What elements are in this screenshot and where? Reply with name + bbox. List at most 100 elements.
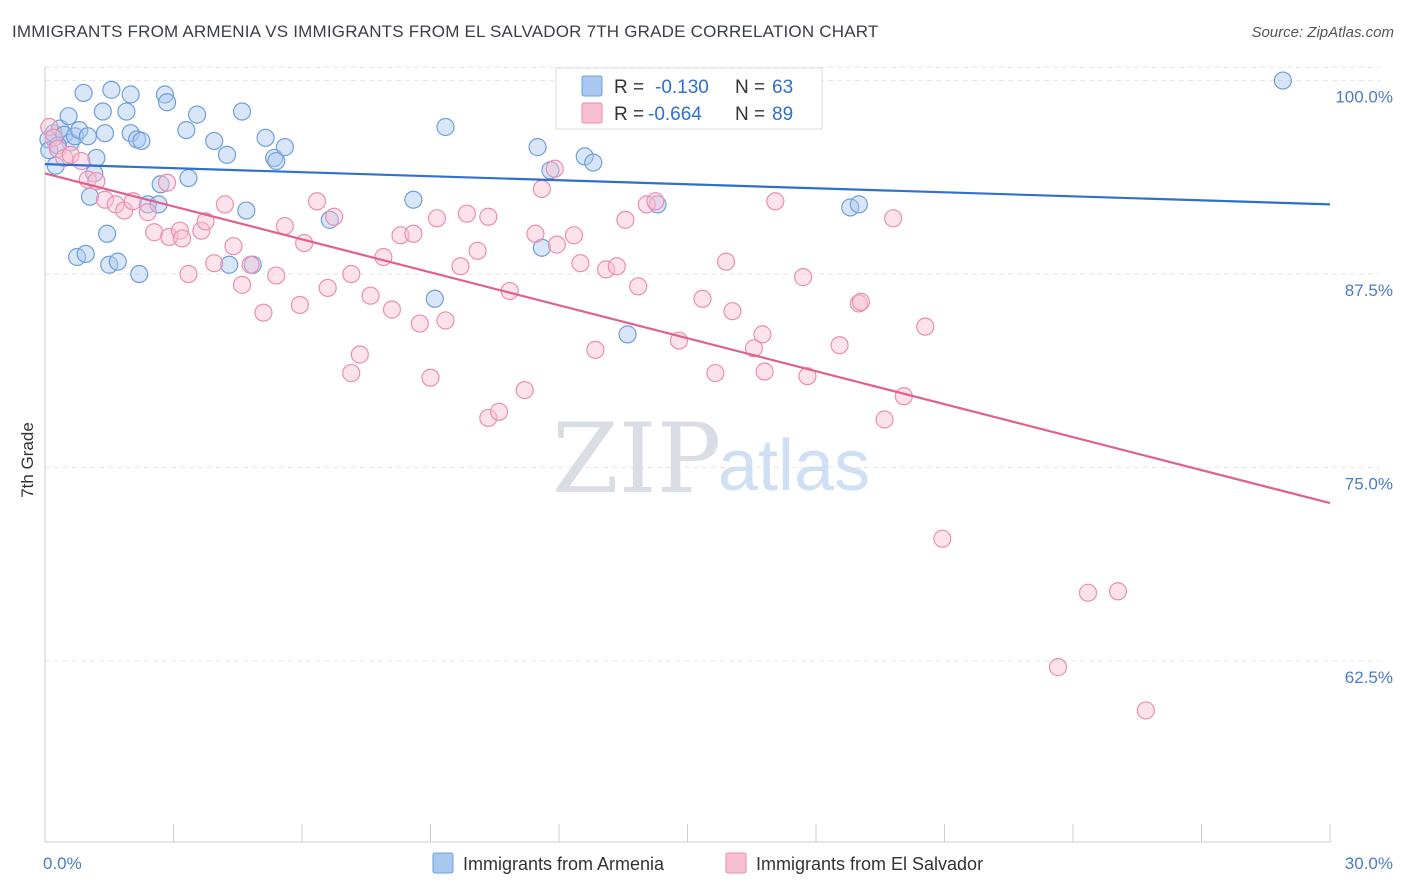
elsalvador-point bbox=[205, 254, 224, 273]
armenia-point bbox=[187, 105, 207, 124]
elsalvador-point bbox=[1136, 701, 1155, 720]
trend-lines bbox=[44, 163, 1331, 505]
armenia-point bbox=[528, 138, 547, 157]
armenia-point bbox=[102, 80, 121, 99]
armenia-point bbox=[1273, 71, 1292, 90]
armenia-swatch bbox=[581, 75, 603, 97]
armenia-point bbox=[80, 187, 100, 206]
legend-elsalvador-swatch bbox=[725, 852, 747, 874]
elsalvador-point bbox=[744, 339, 763, 358]
armenia-point bbox=[98, 224, 117, 243]
elsalvador-point bbox=[830, 336, 849, 355]
armenia-point bbox=[404, 190, 423, 209]
elsalvador-point bbox=[361, 286, 380, 305]
elsalvador-point bbox=[172, 229, 192, 248]
armenia-point bbox=[76, 244, 95, 264]
elsalvador-point bbox=[427, 209, 447, 228]
elsalvador-point bbox=[479, 207, 498, 226]
source-label: Source: ZipAtlas.com bbox=[1251, 24, 1394, 41]
elsalvador-point bbox=[468, 241, 487, 260]
elsalvador-point bbox=[404, 224, 423, 243]
armenia-point bbox=[179, 168, 198, 188]
armenia-point bbox=[237, 201, 256, 220]
elsalvador-point bbox=[61, 145, 80, 164]
watermark: ZIP atlas bbox=[552, 403, 870, 515]
armenia-point bbox=[74, 83, 93, 103]
elsalvador-point bbox=[753, 325, 772, 344]
elsalvador-point bbox=[40, 117, 59, 137]
elsalvador-point bbox=[755, 362, 774, 381]
armenia-n-value: 63 bbox=[772, 77, 793, 98]
legend-elsalvador-label: Immigrants from El Salvador bbox=[756, 854, 983, 874]
armenia-point bbox=[157, 93, 177, 112]
elsalvador-point bbox=[489, 402, 509, 421]
elsalvador-point bbox=[457, 204, 477, 223]
elsalvador-trend-line bbox=[44, 172, 1331, 505]
elsalvador-point bbox=[436, 311, 455, 330]
armenia-point bbox=[121, 85, 140, 104]
elsalvador-point bbox=[179, 264, 198, 284]
elsalvador-point bbox=[224, 237, 243, 256]
elsalvador-point bbox=[547, 235, 566, 254]
elsalvador-point bbox=[532, 179, 551, 199]
elsalvador-point bbox=[138, 203, 157, 222]
elsalvador-point bbox=[241, 255, 260, 274]
elsalvador-point bbox=[451, 257, 470, 276]
elsalvador-point bbox=[254, 303, 273, 322]
elsalvador-point bbox=[794, 268, 813, 287]
chart-title: IMMIGRANTS FROM ARMENIA VS IMMIGRANTS FR… bbox=[12, 22, 879, 41]
elsalvador-point bbox=[232, 275, 252, 294]
elsalvador-swatch bbox=[581, 102, 603, 124]
armenia-point bbox=[117, 102, 136, 121]
y-axis-label: 7th Grade bbox=[18, 422, 37, 498]
elsalvador-point bbox=[571, 254, 590, 273]
elsalvador-point bbox=[723, 302, 742, 321]
elsalvador-point bbox=[72, 151, 91, 171]
x-tick-label: 30.0% bbox=[1345, 854, 1393, 873]
axes bbox=[44, 67, 1331, 843]
armenia-point bbox=[267, 151, 286, 171]
armenia-point bbox=[425, 289, 444, 308]
elsalvador-point bbox=[267, 266, 286, 285]
elsalvador-point bbox=[564, 226, 584, 245]
grid-lines bbox=[45, 66, 1380, 662]
elsalvador-point bbox=[586, 340, 605, 359]
elsalvador-point bbox=[706, 363, 725, 383]
elsalvador-point bbox=[607, 257, 626, 276]
elsalvador-point bbox=[693, 289, 712, 308]
armenia-point bbox=[232, 102, 252, 121]
y-tick-label: 87.5% bbox=[1345, 281, 1393, 300]
elsalvador-point bbox=[479, 408, 498, 428]
elsalvador-point bbox=[616, 210, 635, 229]
armenia-point bbox=[275, 138, 294, 157]
armenia-point bbox=[108, 252, 127, 271]
legend-armenia-label: Immigrants from Armenia bbox=[463, 854, 665, 874]
armenia-point bbox=[618, 325, 637, 344]
armenia-point bbox=[177, 120, 196, 140]
elsalvador-point bbox=[342, 363, 361, 383]
armenia-point bbox=[217, 145, 237, 164]
elsalvador-n-value: 89 bbox=[772, 104, 793, 125]
armenia-point bbox=[95, 124, 115, 143]
elsalvador-point bbox=[215, 195, 234, 214]
elsalvador-point bbox=[1048, 658, 1068, 677]
elsalvador-point bbox=[157, 173, 177, 192]
elsalvador-point bbox=[526, 224, 545, 243]
series-legend: Immigrants from Armenia Immigrants from … bbox=[432, 852, 983, 874]
elsalvador-point bbox=[851, 292, 871, 311]
y-tick-label: 62.5% bbox=[1345, 668, 1393, 687]
armenia-point bbox=[93, 102, 112, 121]
armenia-point bbox=[151, 175, 170, 194]
armenia-point bbox=[132, 131, 151, 151]
elsalvador-point bbox=[275, 216, 294, 236]
elsalvador-point bbox=[798, 367, 817, 386]
elsalvador-r-value: -0.664 bbox=[648, 104, 702, 125]
elsalvador-point bbox=[325, 207, 344, 226]
elsalvador-point bbox=[374, 247, 393, 267]
armenia-point bbox=[648, 195, 667, 214]
armenia-n-label: N = bbox=[735, 77, 765, 98]
elsalvador-point bbox=[307, 192, 327, 211]
elsalvador-point bbox=[290, 295, 309, 315]
elsalvador-point bbox=[145, 223, 164, 242]
